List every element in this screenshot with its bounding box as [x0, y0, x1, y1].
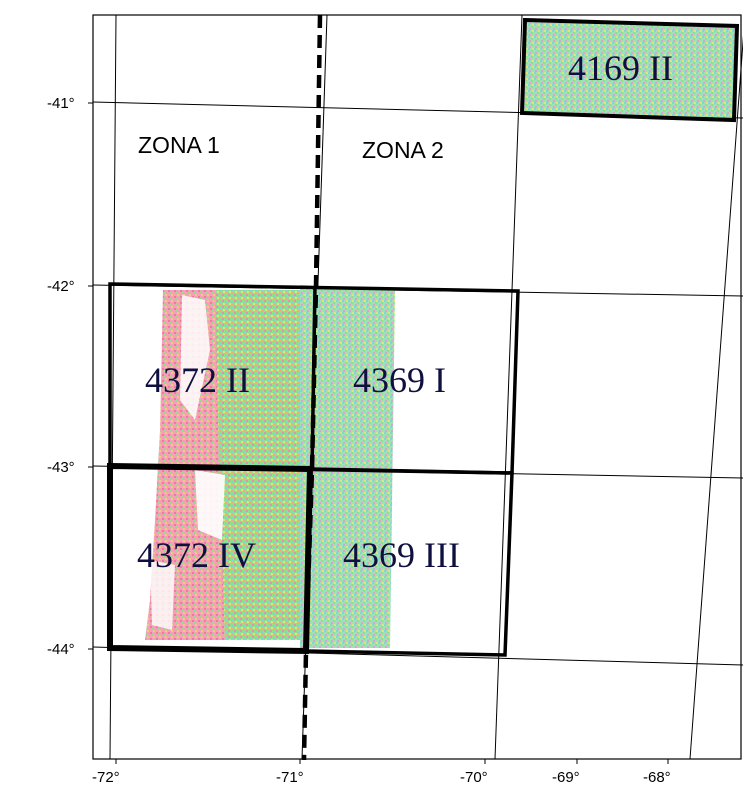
- sheet-label-4169-ii: 4169 II: [568, 48, 673, 88]
- lon-tick-label: -70°: [460, 769, 488, 786]
- imagery-central-strip: [215, 290, 300, 640]
- lat-tick-label: -43°: [47, 459, 75, 476]
- sheet-boundaries: [107, 17, 740, 657]
- zone-label-2: ZONA 2: [362, 137, 444, 163]
- sheet-label-4369-i: 4369 I: [353, 360, 446, 400]
- imagery-gap: [195, 470, 225, 540]
- imagery-gap: [150, 560, 175, 630]
- sheet-boundary-4369-iii: [304, 467, 514, 657]
- imagery-east-strip: [300, 285, 395, 648]
- lon-tick-label: -68°: [643, 769, 671, 786]
- lat-tick-label: -44°: [47, 641, 75, 658]
- lon-tick-label: -69°: [552, 769, 580, 786]
- sheet-label-4372-ii: 4372 II: [145, 360, 250, 400]
- graticule-line: [494, 14, 523, 760]
- imagery-4169-strip: [522, 22, 736, 118]
- imagery-gap: [180, 295, 210, 420]
- graticule-line: [689, 35, 743, 760]
- lon-axis: -72° -71° -70° -68° -69°: [92, 759, 671, 786]
- lon-tick-label: -71°: [276, 769, 304, 786]
- lat-tick-label: -41°: [47, 95, 75, 112]
- zone-label-1: ZONA 1: [138, 132, 220, 158]
- lat-axis: -41° -42° -43° -44°: [47, 95, 93, 658]
- zone-boundary-line: [301, 14, 323, 761]
- lat-tick-label: -42°: [47, 278, 75, 295]
- sheet-label-4369-iii: 4369 III: [343, 535, 460, 575]
- lon-tick-label: -72°: [92, 769, 120, 786]
- sheet-label-4372-iv: 4372 IV: [137, 535, 256, 575]
- sheet-boundary-4169-ii: [519, 17, 740, 123]
